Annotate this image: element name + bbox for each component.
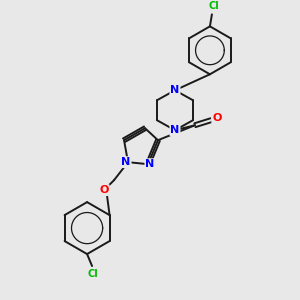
Text: O: O <box>212 113 222 123</box>
Text: N: N <box>170 85 180 95</box>
Text: N: N <box>170 125 180 135</box>
Text: N: N <box>146 159 154 169</box>
Text: N: N <box>122 157 131 167</box>
Text: Cl: Cl <box>208 2 219 11</box>
Text: Cl: Cl <box>88 269 98 279</box>
Text: O: O <box>99 185 109 195</box>
